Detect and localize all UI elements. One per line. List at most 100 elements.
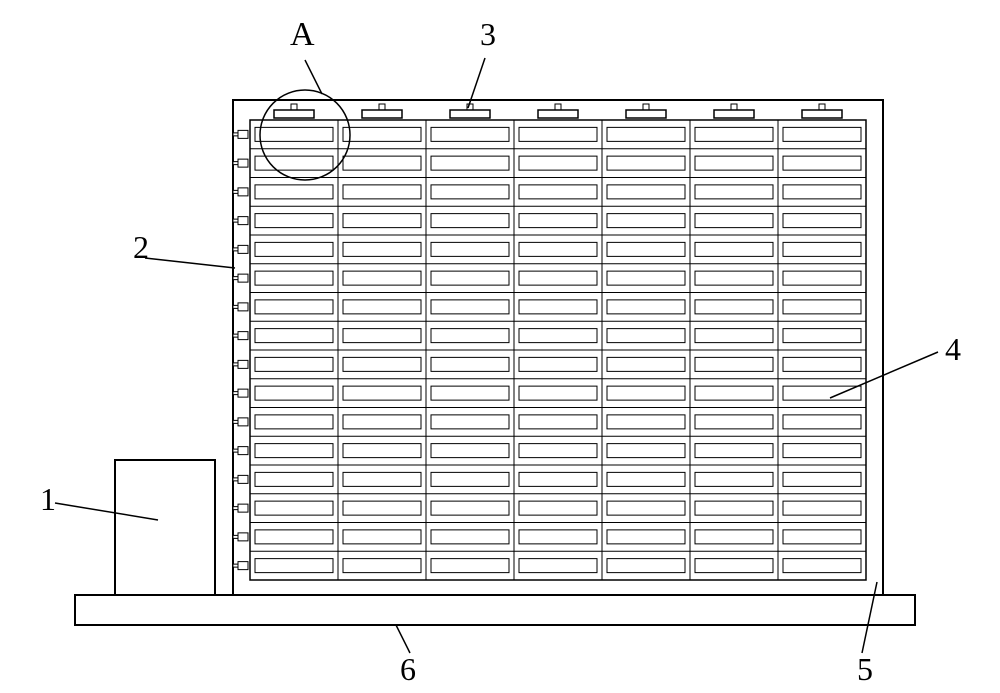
left-tab-stem: [233, 507, 238, 510]
grid-cell: [695, 300, 773, 314]
left-tab: [238, 274, 248, 282]
grid-cell: [695, 242, 773, 256]
grid-cell: [695, 415, 773, 429]
grid-cell: [255, 185, 333, 199]
grid-cell: [519, 472, 597, 486]
left-tab-stem: [233, 392, 238, 395]
grid-cell: [783, 300, 861, 314]
left-tab-stem: [233, 248, 238, 251]
top-tab-stem: [555, 104, 561, 110]
left-tab: [238, 159, 248, 167]
grid-cell: [783, 329, 861, 343]
grid-cell: [607, 214, 685, 228]
grid-cell: [607, 156, 685, 170]
left-tab-stem: [233, 478, 238, 481]
grid-cell: [783, 415, 861, 429]
left-tab: [238, 475, 248, 483]
left-tab-stem: [233, 277, 238, 280]
grid-cell: [431, 185, 509, 199]
grid-cell: [607, 415, 685, 429]
grid-cell: [695, 386, 773, 400]
left-tab: [238, 447, 248, 455]
grid-cell: [343, 127, 421, 141]
label-1: 1: [40, 481, 56, 517]
grid-cell: [519, 559, 597, 573]
left-tab: [238, 389, 248, 397]
top-tab: [362, 110, 402, 118]
left-tab: [238, 360, 248, 368]
grid-cell: [519, 415, 597, 429]
top-tab: [626, 110, 666, 118]
grid-cell: [695, 501, 773, 515]
grid-cell: [255, 501, 333, 515]
top-tab: [714, 110, 754, 118]
grid-cell: [519, 357, 597, 371]
grid-cell: [431, 214, 509, 228]
left-tab-stem: [233, 133, 238, 136]
grid-cell: [607, 185, 685, 199]
grid-cell: [783, 271, 861, 285]
grid-cell: [607, 357, 685, 371]
grid-cell: [343, 242, 421, 256]
top-tab-stem: [643, 104, 649, 110]
grid-cell: [607, 271, 685, 285]
grid-cell: [695, 156, 773, 170]
grid-cell: [343, 357, 421, 371]
label-6: 6: [400, 651, 416, 687]
grid-cell: [431, 559, 509, 573]
grid-cell: [783, 127, 861, 141]
grid-cell: [343, 156, 421, 170]
top-tab: [538, 110, 578, 118]
grid-cell: [255, 530, 333, 544]
grid-cell: [431, 271, 509, 285]
left-tab-stem: [233, 363, 238, 366]
grid-cell: [783, 444, 861, 458]
grid-cell: [343, 214, 421, 228]
grid-cell: [343, 530, 421, 544]
grid-cell: [607, 501, 685, 515]
label-4: 4: [945, 331, 961, 367]
grid-cell: [343, 415, 421, 429]
grid-cell: [695, 127, 773, 141]
top-tab-stem: [819, 104, 825, 110]
grid-cell: [695, 530, 773, 544]
grid-cell: [343, 300, 421, 314]
grid-cell: [519, 271, 597, 285]
grid-cell: [695, 185, 773, 199]
top-tab: [802, 110, 842, 118]
grid-cell: [783, 530, 861, 544]
grid-cell: [783, 559, 861, 573]
grid-cell: [431, 329, 509, 343]
grid-cell: [695, 214, 773, 228]
left-tab-stem: [233, 190, 238, 193]
grid-cell: [519, 127, 597, 141]
grid-cell: [783, 214, 861, 228]
left-tab-stem: [233, 162, 238, 165]
grid-cell: [519, 185, 597, 199]
grid-cell: [255, 559, 333, 573]
grid-cell: [255, 386, 333, 400]
leader-line: [396, 625, 410, 653]
left-tab-stem: [233, 449, 238, 452]
leader-line: [305, 60, 322, 94]
grid-cell: [343, 386, 421, 400]
grid-cell: [783, 501, 861, 515]
top-tab-stem: [291, 104, 297, 110]
grid-cell: [519, 501, 597, 515]
left-tab: [238, 562, 248, 570]
grid-cell: [607, 127, 685, 141]
grid-cell: [255, 472, 333, 486]
left-tab-stem: [233, 219, 238, 222]
grid-cell: [783, 357, 861, 371]
grid-cell: [255, 271, 333, 285]
grid-cell: [607, 444, 685, 458]
grid-cell: [255, 127, 333, 141]
grid-cell: [343, 185, 421, 199]
grid-cell: [695, 357, 773, 371]
grid-cell: [607, 300, 685, 314]
grid-cell: [519, 329, 597, 343]
grid-cell: [255, 214, 333, 228]
left-tab-stem: [233, 564, 238, 567]
grid-cell: [519, 444, 597, 458]
grid-cell: [695, 271, 773, 285]
